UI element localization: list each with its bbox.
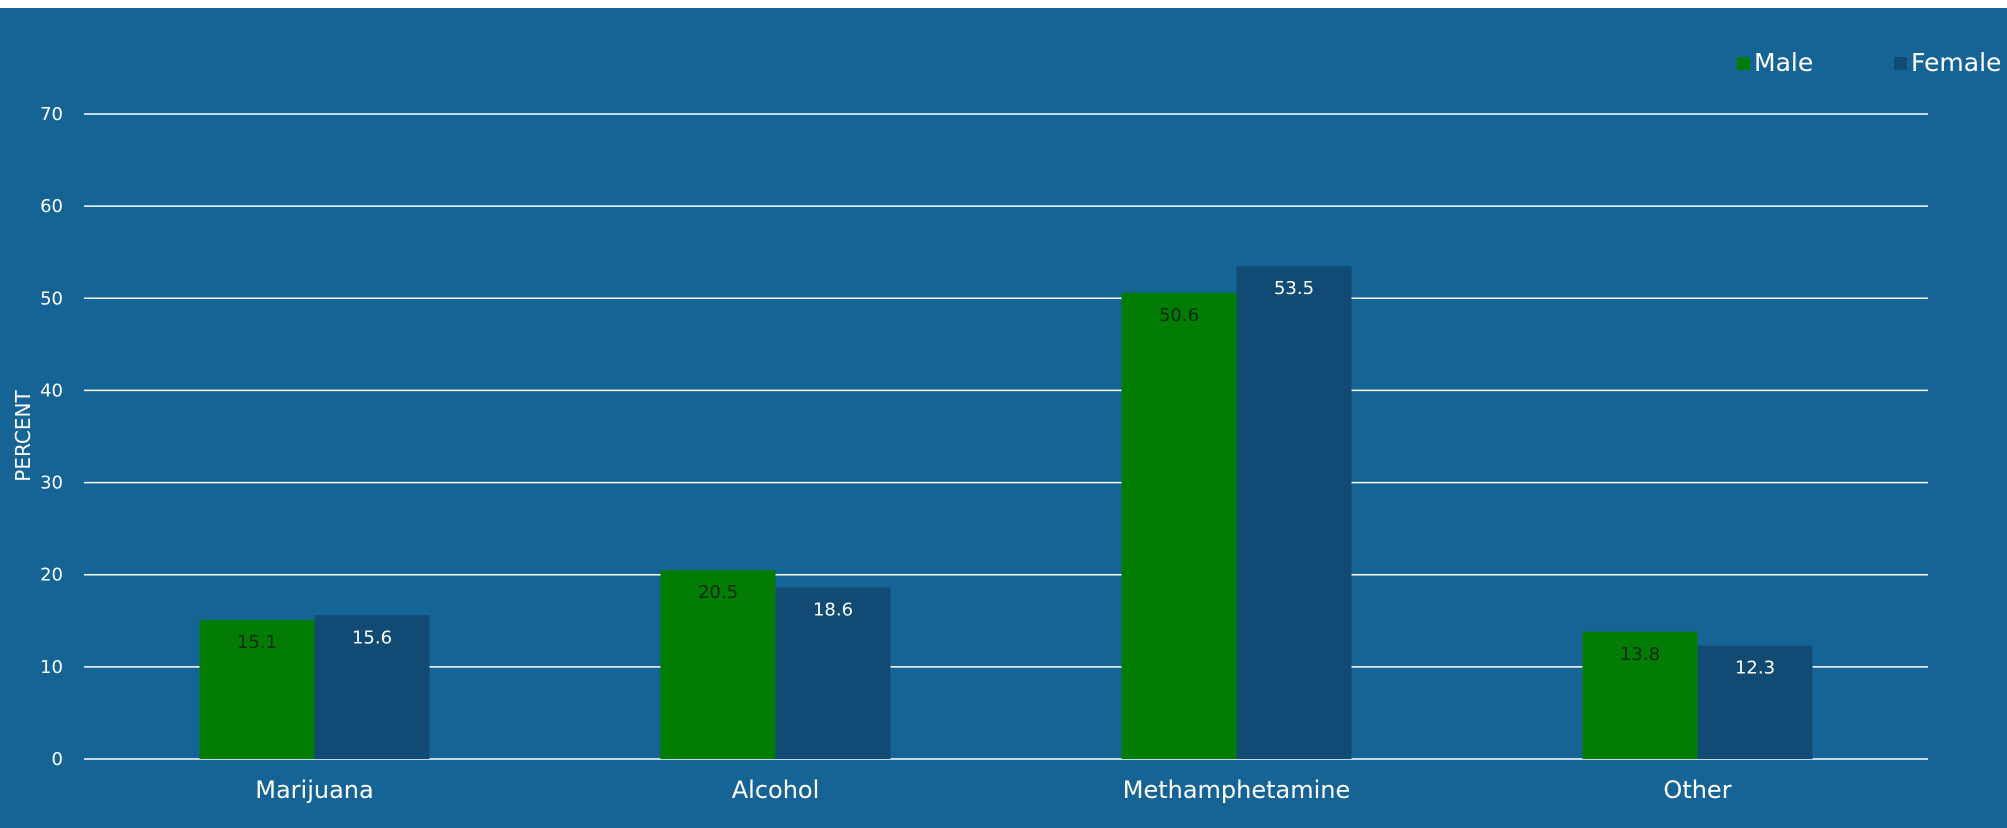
legend-label-male: Male <box>1754 48 1813 77</box>
y-axis-title: PERCENT <box>11 390 35 482</box>
bar-male-other <box>1582 631 1698 759</box>
chart-panel: 0 10 20 30 40 50 60 70 15.1 15.6 20.5 18.6 50.6 53.5… <box>0 8 2007 828</box>
y-tick-label-50: 50 <box>40 288 63 309</box>
data-label-female-methamphetamine: 53.5 <box>1274 278 1314 299</box>
bar-male-alcohol <box>660 570 776 759</box>
x-category-label-alcohol: Alcohol <box>732 776 820 804</box>
y-tick-label-60: 60 <box>40 196 63 217</box>
y-tick-label-0: 0 <box>52 749 63 770</box>
data-labels: 15.1 15.6 20.5 18.6 50.6 53.5 13.8 12.3 <box>237 278 1775 679</box>
x-category-label-other: Other <box>1663 776 1731 804</box>
y-tick-label-10: 10 <box>40 657 63 678</box>
y-tick-labels: 0 10 20 30 40 50 60 70 <box>40 104 63 770</box>
bar-chart: 0 10 20 30 40 50 60 70 15.1 15.6 20.5 18.6 50.6 53.5… <box>11 48 2001 804</box>
x-category-label-marijuana: Marijuana <box>255 776 373 804</box>
data-label-female-other: 12.3 <box>1735 658 1775 679</box>
x-category-labels: Marijuana Alcohol Methamphetamine Other <box>255 776 1731 804</box>
bar-female-alcohol <box>775 587 891 759</box>
data-label-male-other: 13.8 <box>1620 644 1660 665</box>
bar-female-marijuana <box>314 615 430 759</box>
y-tick-label-20: 20 <box>40 565 63 586</box>
legend-label-female: Female <box>1911 48 2001 77</box>
bar-female-other <box>1697 645 1813 759</box>
data-label-female-alcohol: 18.6 <box>813 600 853 621</box>
y-tick-label-30: 30 <box>40 473 63 494</box>
data-label-male-alcohol: 20.5 <box>698 582 738 603</box>
data-label-male-marijuana: 15.1 <box>237 632 277 653</box>
data-label-female-marijuana: 15.6 <box>352 627 392 648</box>
bars <box>199 266 1813 759</box>
legend: Male Female <box>1737 48 2001 77</box>
legend-swatch-female <box>1894 57 1907 70</box>
data-label-male-methamphetamine: 50.6 <box>1159 305 1199 326</box>
legend-swatch-male <box>1737 57 1750 70</box>
y-tick-label-70: 70 <box>40 104 63 125</box>
x-category-label-methamphetamine: Methamphetamine <box>1123 776 1351 804</box>
bar-male-marijuana <box>199 619 315 759</box>
y-tick-label-40: 40 <box>40 380 63 401</box>
bar-female-methamphetamine <box>1236 266 1352 759</box>
bar-male-methamphetamine <box>1121 292 1237 759</box>
